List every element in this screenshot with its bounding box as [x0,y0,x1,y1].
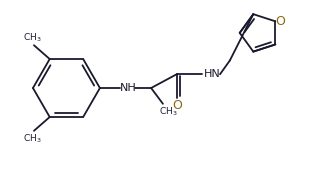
Text: NH: NH [120,83,137,93]
Text: CH$_3$: CH$_3$ [158,105,177,118]
Text: HN: HN [204,69,220,79]
Text: O: O [172,99,182,112]
Text: CH$_3$: CH$_3$ [23,31,41,44]
Text: O: O [275,15,285,28]
Text: CH$_3$: CH$_3$ [23,132,41,145]
